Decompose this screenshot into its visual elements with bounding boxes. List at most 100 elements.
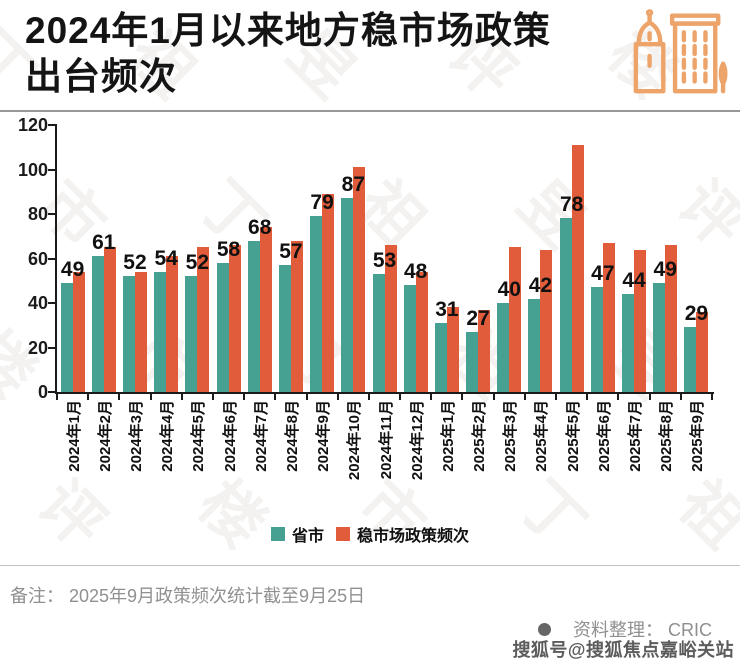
bar-policy-frequency: [634, 249, 647, 392]
x-category-label: 2025年3月: [502, 400, 520, 472]
page-title-line1: 2024年1月以来地方稳市场政策: [25, 10, 551, 51]
x-tick-mark: [336, 394, 339, 400]
bar-provinces: [622, 294, 635, 392]
bar-policy-frequency: [197, 247, 210, 392]
legend-label-provinces: 省市: [291, 528, 324, 545]
y-tick-label: 20: [27, 337, 48, 358]
legend-item-provinces: 省市: [270, 522, 324, 546]
y-tick-label: 0: [37, 382, 48, 402]
x-category-label: 2025年1月: [439, 400, 457, 472]
legend-swatch-policy-frequency: [336, 527, 350, 541]
bar-policy-frequency: [228, 245, 241, 392]
x-category-label: 2024年3月: [127, 400, 145, 472]
y-tick-mark: [48, 346, 55, 349]
x-tick-mark: [711, 394, 713, 400]
bar-provinces: [590, 287, 603, 392]
x-tick-mark: [118, 394, 121, 400]
bar-value-label: 44: [622, 269, 646, 293]
bar-provinces: [185, 276, 198, 392]
footer-divider: [0, 565, 740, 566]
bar-provinces: [122, 276, 135, 392]
bar-value-label: 87: [341, 173, 365, 197]
bar-value-label: 52: [123, 251, 147, 275]
buildings-icon: [628, 6, 728, 103]
bar-provinces: [341, 198, 354, 392]
bar-value-label: 49: [60, 257, 85, 281]
x-tick-mark: [430, 394, 433, 400]
source-row: 资料整理： CRIC: [538, 616, 712, 642]
bar-value-label: 58: [216, 237, 241, 261]
y-tick-mark: [48, 302, 55, 304]
bar-policy-frequency: [571, 145, 584, 392]
x-category-label: 2025年6月: [595, 400, 613, 472]
bar-provinces: [403, 285, 416, 392]
title-divider: [0, 110, 740, 112]
bar-value-label: 42: [528, 273, 553, 297]
bar-provinces: [434, 323, 447, 392]
x-tick-mark: [274, 394, 277, 400]
x-tick-mark: [305, 394, 308, 400]
y-tick-mark: [48, 257, 55, 260]
plot-area: 49 61 52 54 52 58 68 57 79 87 53 48 31 27 40 42 78 47 44 49…: [57, 125, 712, 392]
bar-provinces: [60, 282, 73, 392]
sohu-watermark: 搜狐号@搜狐焦点嘉峪关站: [512, 640, 734, 660]
x-category-label: 2025年7月: [627, 400, 645, 472]
bar-policy-frequency: [602, 242, 615, 392]
x-tick-mark: [648, 394, 651, 400]
bar-value-label: 47: [591, 262, 615, 286]
x-tick-mark: [492, 394, 495, 400]
x-category-label: 2025年9月: [689, 400, 707, 472]
bar-policy-frequency: [446, 307, 459, 392]
bar-policy-frequency: [134, 271, 147, 392]
bar-provinces: [91, 256, 104, 392]
x-category-label: 2024年9月: [315, 400, 333, 472]
x-category-label: 2024年1月: [65, 400, 83, 472]
x-category-label: 2024年6月: [221, 400, 239, 472]
bar-policy-frequency: [290, 240, 303, 392]
x-tick-mark: [149, 394, 152, 400]
y-tick-mark: [48, 213, 55, 215]
bar-provinces: [497, 303, 510, 392]
bar-value-label: 29: [684, 302, 709, 326]
source-label: 资料整理： CRIC: [573, 620, 712, 640]
bar-policy-frequency: [665, 245, 678, 392]
y-tick-mark: [48, 124, 55, 126]
bar-provinces: [528, 298, 541, 392]
page-title: 2024年1月以来地方稳市场政策 出台频次: [25, 8, 615, 100]
bar-value-label: 79: [310, 191, 334, 215]
bar-policy-frequency: [353, 167, 366, 392]
bar-policy-frequency: [72, 271, 85, 392]
x-tick-mark: [586, 394, 589, 400]
bar-value-label: 31: [435, 298, 459, 322]
x-tick-mark: [87, 394, 90, 400]
bar-policy-frequency: [384, 245, 397, 392]
page-title-line2: 出台频次: [25, 56, 177, 97]
x-category-label: 2024年10月: [346, 400, 364, 481]
chart-legend: 省市 稳市场政策频次: [0, 522, 740, 546]
x-category-label: 2024年4月: [159, 400, 177, 472]
x-tick-mark: [523, 394, 526, 400]
legend-swatch-provinces: [270, 527, 285, 541]
x-category-label: 2025年2月: [471, 400, 489, 472]
bar-provinces: [653, 282, 666, 392]
legend-label-policy-frequency: 稳市场政策频次: [357, 528, 470, 545]
y-tick-label: 120: [17, 115, 48, 135]
bar-value-label: 49: [653, 257, 677, 281]
bar-value-label: 53: [372, 249, 397, 273]
y-axis-line: [55, 124, 57, 394]
bar-provinces: [466, 331, 479, 392]
bullet-icon: [538, 622, 551, 636]
y-tick-label: 100: [17, 159, 48, 180]
bar-policy-frequency: [415, 271, 428, 392]
bar-provinces: [310, 216, 323, 392]
y-tick-mark: [48, 168, 55, 171]
y-tick-label: 40: [27, 293, 48, 313]
bar-provinces: [216, 262, 229, 392]
x-tick-mark: [461, 394, 464, 400]
x-category-label: 2024年7月: [252, 400, 270, 472]
bar-policy-frequency: [509, 247, 522, 392]
bar-provinces: [559, 218, 572, 392]
x-axis-line: [55, 392, 714, 394]
y-tick-mark: [48, 391, 55, 393]
